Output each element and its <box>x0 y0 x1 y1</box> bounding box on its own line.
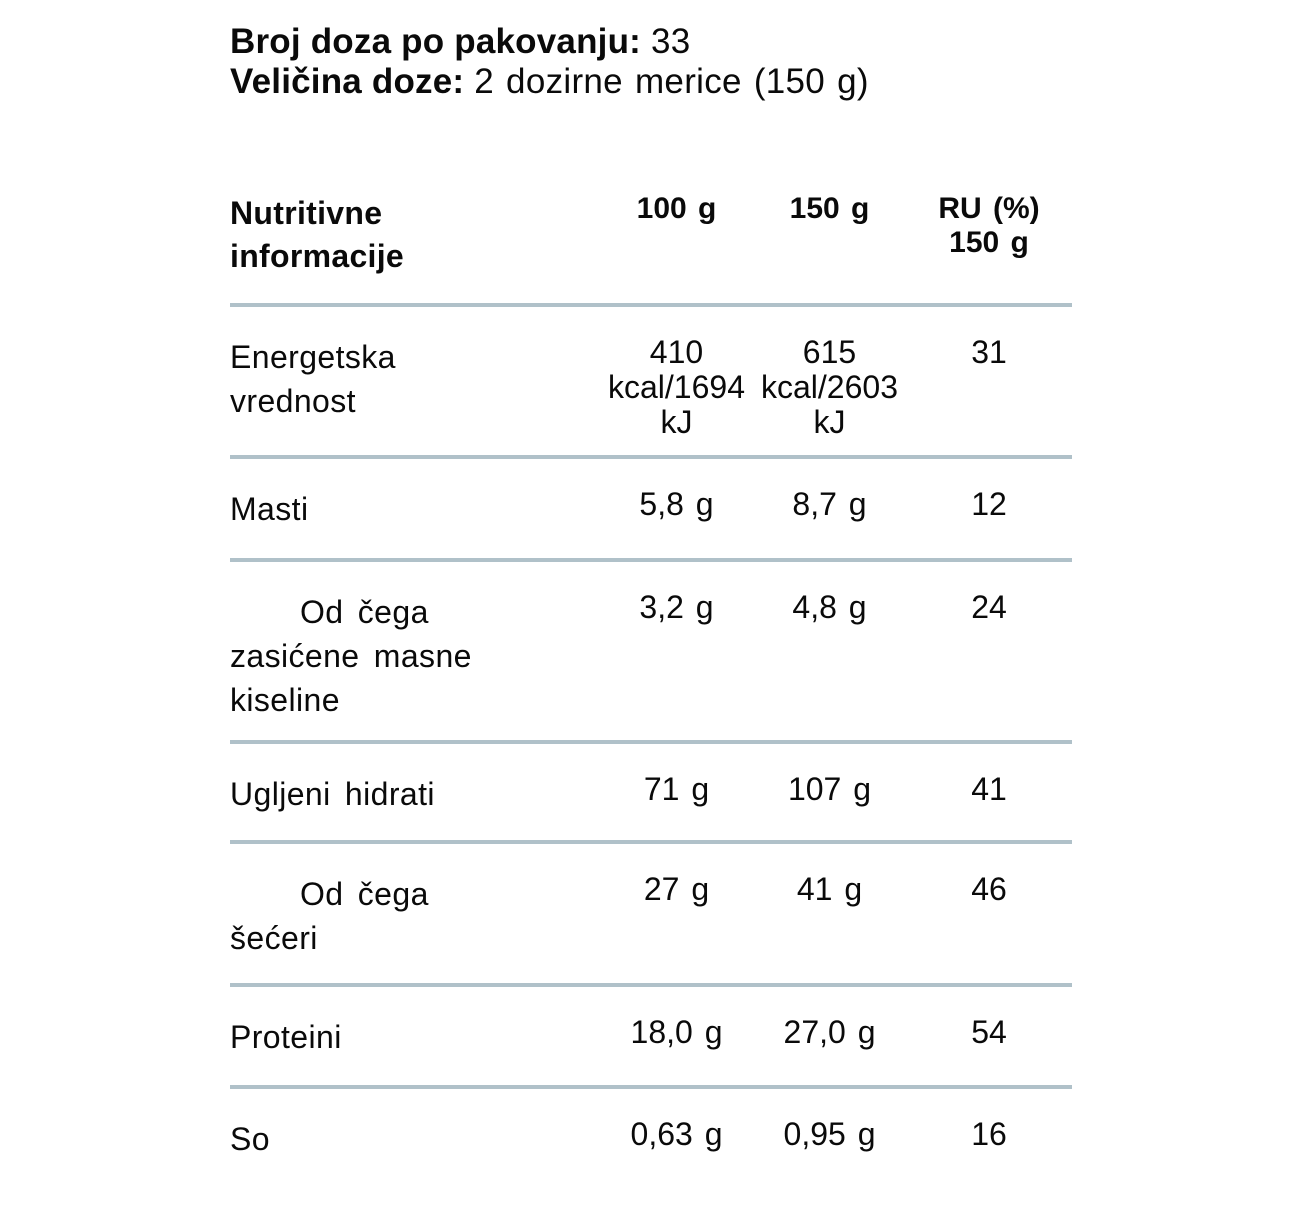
nutrition-table: Nutritivne informacije 100 g 150 g RU (%… <box>230 192 1072 1191</box>
value-per-150g: 107 g <box>787 771 872 807</box>
servings-label: Broj doza po pakovanju: <box>230 22 642 61</box>
value-ru-percent: 41 <box>971 771 1007 807</box>
value-ru-percent: 16 <box>971 1116 1007 1152</box>
servings-value: 33 <box>651 22 691 61</box>
nutrient-name: Od čega zasićene masne kiseline <box>230 594 472 718</box>
value-per-100g: 410 kcal/1694 kJ <box>608 334 745 440</box>
serving-size-value: 2 dozirne merice (150 g) <box>474 62 869 101</box>
value-ru-percent: 24 <box>971 589 1007 625</box>
table-header-row: Nutritivne informacije 100 g 150 g RU (%… <box>230 192 1072 303</box>
value-per-100g: 27 g <box>643 871 710 907</box>
table-row-saturated-fat: Od čega zasićene masne kiseline 3,2 g 4,… <box>230 558 1072 740</box>
table-row-fat: Masti 5,8 g 8,7 g 12 <box>230 455 1072 558</box>
value-ru-percent: 54 <box>971 1014 1007 1050</box>
value-per-150g: 615 kcal/2603 kJ <box>761 334 898 440</box>
table-row-protein: Proteini 18,0 g 27,0 g 54 <box>230 983 1072 1085</box>
serving-info: Broj doza po pakovanju: 33 Veličina doze:… <box>230 22 1072 102</box>
value-per-150g: 27,0 g <box>783 1014 876 1050</box>
value-ru-percent: 46 <box>971 871 1007 907</box>
column-header-150g: 150 g <box>789 192 870 225</box>
table-row-carbohydrates: Ugljeni hidrati 71 g 107 g 41 <box>230 740 1072 840</box>
servings-line: Broj doza po pakovanju: 33 <box>230 22 1072 62</box>
serving-size-label: Veličina doze: <box>230 62 465 101</box>
value-per-100g: 0,63 g <box>630 1116 723 1152</box>
value-per-150g: 41 g <box>796 871 863 907</box>
nutrient-name: So <box>230 1121 270 1157</box>
value-ru-percent: 31 <box>971 334 1007 370</box>
value-per-100g: 18,0 g <box>630 1014 723 1050</box>
value-per-100g: 3,2 g <box>639 589 714 625</box>
value-per-100g: 5,8 g <box>639 486 714 522</box>
value-ru-percent: 12 <box>971 486 1007 522</box>
value-per-100g: 71 g <box>643 771 710 807</box>
nutrient-name: Masti <box>230 491 309 527</box>
table-row-energy: Energetska vrednost 410 kcal/1694 kJ 615… <box>230 303 1072 455</box>
nutrition-label: Broj doza po pakovanju: 33 Veličina doze:… <box>230 22 1072 1191</box>
table-row-sugars: Od čega šećeri 27 g 41 g 46 <box>230 840 1072 983</box>
serving-size-line: Veličina doze: 2 dozirne merice (150 g) <box>230 62 1072 102</box>
value-per-150g: 4,8 g <box>792 589 867 625</box>
nutrient-name: Proteini <box>230 1019 342 1055</box>
nutrient-name: Ugljeni hidrati <box>230 776 435 812</box>
value-per-150g: 8,7 g <box>792 486 867 522</box>
column-header-nutrition-info: Nutritivne informacije <box>230 195 405 274</box>
table-row-salt: So 0,63 g 0,95 g 16 <box>230 1085 1072 1191</box>
column-header-100g: 100 g <box>636 192 717 225</box>
nutrient-name: Energetska vrednost <box>230 339 396 419</box>
value-per-150g: 0,95 g <box>783 1116 876 1152</box>
column-header-ru-percent: RU (%) 150 g <box>938 192 1040 259</box>
nutrient-name: Od čega šećeri <box>230 876 429 956</box>
